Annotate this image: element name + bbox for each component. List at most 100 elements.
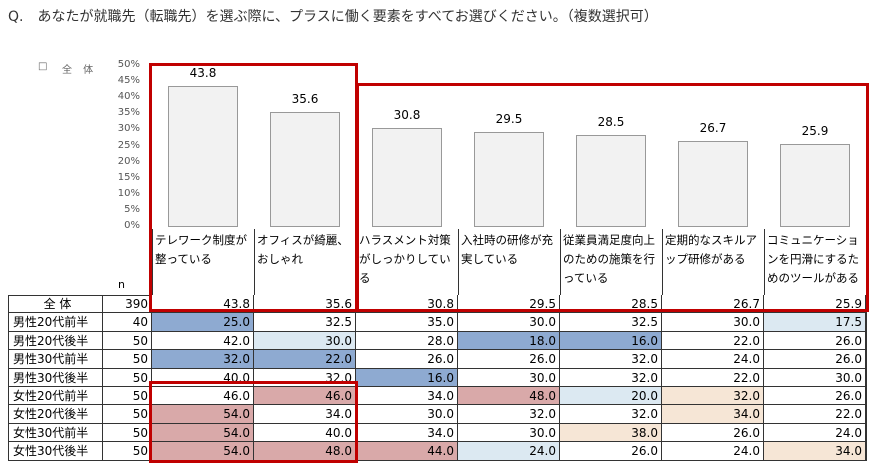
n-header: n xyxy=(118,278,125,291)
row-label: 男性30代後半 xyxy=(8,368,103,387)
table-cell: 32.0 xyxy=(152,350,254,369)
table-cell: 26.0 xyxy=(458,350,560,369)
y-tick-label: 25% xyxy=(117,139,140,151)
row-label: 女性30代前半 xyxy=(8,423,103,443)
table-cell: 30.0 xyxy=(254,331,356,351)
y-tick-label: 10% xyxy=(117,187,140,199)
table-cell: 32.0 xyxy=(662,387,764,406)
table-cell: 46.0 xyxy=(152,387,254,406)
table-cell: 30.0 xyxy=(458,313,560,332)
y-tick-label: 40% xyxy=(117,91,140,103)
table-cell: 26.0 xyxy=(560,442,662,461)
bar xyxy=(168,85,238,227)
value-label: 35.6 xyxy=(291,92,319,107)
bar xyxy=(474,132,544,227)
table-cell: 28.5 xyxy=(560,295,662,314)
legend-label: 全 体 xyxy=(62,65,98,76)
y-tick-label: 50% xyxy=(117,59,140,70)
table-cell: 54.0 xyxy=(152,423,254,443)
y-tick-label: 30% xyxy=(117,123,140,135)
n-cell: 50 xyxy=(103,350,152,369)
n-cell: 40 xyxy=(103,313,152,332)
table-cell: 30.0 xyxy=(458,423,560,443)
y-tick-label: 15% xyxy=(117,171,140,183)
table-cell: 24.0 xyxy=(662,350,764,369)
table-cell: 54.0 xyxy=(152,405,254,424)
table-cell: 22.0 xyxy=(662,331,764,351)
table-cell: 30.8 xyxy=(356,295,458,314)
y-tick-label: 0% xyxy=(124,220,140,231)
category-label: ハラスメント対策がしっかりしている xyxy=(359,233,451,285)
n-cell: 50 xyxy=(103,368,152,387)
table-cell: 32.0 xyxy=(560,350,662,369)
value-label: 28.5 xyxy=(597,115,625,130)
value-label: 30.8 xyxy=(393,107,421,122)
y-tick-label: 35% xyxy=(117,107,140,119)
row-label: 男性20代前半 xyxy=(8,313,103,332)
table-cell: 29.5 xyxy=(458,295,560,314)
table-cell: 26.0 xyxy=(764,331,866,351)
n-cell: 50 xyxy=(103,423,152,443)
bar xyxy=(780,143,850,227)
table-cell: 26.0 xyxy=(356,350,458,369)
y-tick-label: 20% xyxy=(117,155,140,167)
y-tick-label: 45% xyxy=(117,75,140,87)
table-cell: 16.0 xyxy=(560,331,662,351)
table-cell: 35.0 xyxy=(356,313,458,332)
column-line xyxy=(866,229,867,461)
bar xyxy=(678,141,748,227)
row-label: 全 体 xyxy=(8,295,103,314)
table-cell: 26.7 xyxy=(662,295,764,314)
n-cell: 50 xyxy=(103,405,152,424)
table-cell: 34.0 xyxy=(254,405,356,424)
table-cell: 32.0 xyxy=(458,405,560,424)
n-cell: 50 xyxy=(103,331,152,351)
table-cell: 22.0 xyxy=(662,368,764,387)
table-cell: 32.0 xyxy=(560,368,662,387)
question: Q. あなたが就職先（転職先）を選ぶ際に、プラスに働く要素をすべてお選びください… xyxy=(8,9,658,25)
category-label: オフィスが綺麗、おしゃれ xyxy=(257,233,349,266)
table-cell: 43.8 xyxy=(152,295,254,314)
table-cell: 34.0 xyxy=(764,442,866,461)
category-label: テレワーク制度が整っている xyxy=(155,233,247,266)
table-cell: 26.0 xyxy=(662,423,764,443)
table-cell: 18.0 xyxy=(458,331,560,351)
table-cell: 28.0 xyxy=(356,331,458,351)
table-cell: 26.0 xyxy=(764,350,866,369)
table-cell: 26.0 xyxy=(764,387,866,406)
row-label: 女性20代前半 xyxy=(8,387,103,406)
table-cell: 25.9 xyxy=(764,295,866,314)
category-label: 従業員満足度向上のための施策を行っている xyxy=(563,233,655,285)
table-cell: 32.0 xyxy=(560,405,662,424)
bar xyxy=(372,127,442,227)
table-cell: 24.0 xyxy=(764,423,866,443)
table-cell: 48.0 xyxy=(458,387,560,406)
highlight-box xyxy=(149,381,358,463)
table-cell: 34.0 xyxy=(356,423,458,443)
n-cell: 50 xyxy=(103,387,152,406)
highlight-box xyxy=(149,63,358,312)
table-cell: 42.0 xyxy=(152,331,254,351)
table-cell: 34.0 xyxy=(662,405,764,424)
table-cell: 30.0 xyxy=(764,368,866,387)
highlight-box xyxy=(356,83,869,312)
table-cell: 16.0 xyxy=(356,368,458,387)
table-cell: 22.0 xyxy=(254,350,356,369)
table-cell: 30.0 xyxy=(458,368,560,387)
bar xyxy=(576,135,646,227)
legend-marker: □ xyxy=(38,61,48,72)
row-label: 男性30代前半 xyxy=(8,350,103,369)
table-cell: 25.0 xyxy=(152,313,254,332)
table-cell: 30.0 xyxy=(356,405,458,424)
y-tick-label: 5% xyxy=(124,203,140,215)
row-label: 女性30代後半 xyxy=(8,442,103,461)
category-label: コミュニケーションを円滑にするためのツールがある xyxy=(767,233,860,285)
value-label: 43.8 xyxy=(189,65,217,80)
n-cell: 390 xyxy=(103,295,152,314)
table-cell: 17.5 xyxy=(764,313,866,332)
category-label: 定期的なスキルアップ研修がある xyxy=(665,233,757,266)
table-cell: 40.0 xyxy=(254,423,356,443)
value-label: 25.9 xyxy=(801,123,829,138)
table-cell: 22.0 xyxy=(764,405,866,424)
